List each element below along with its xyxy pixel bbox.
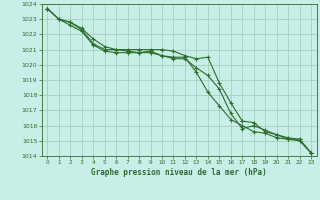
X-axis label: Graphe pression niveau de la mer (hPa): Graphe pression niveau de la mer (hPa) xyxy=(91,168,267,177)
